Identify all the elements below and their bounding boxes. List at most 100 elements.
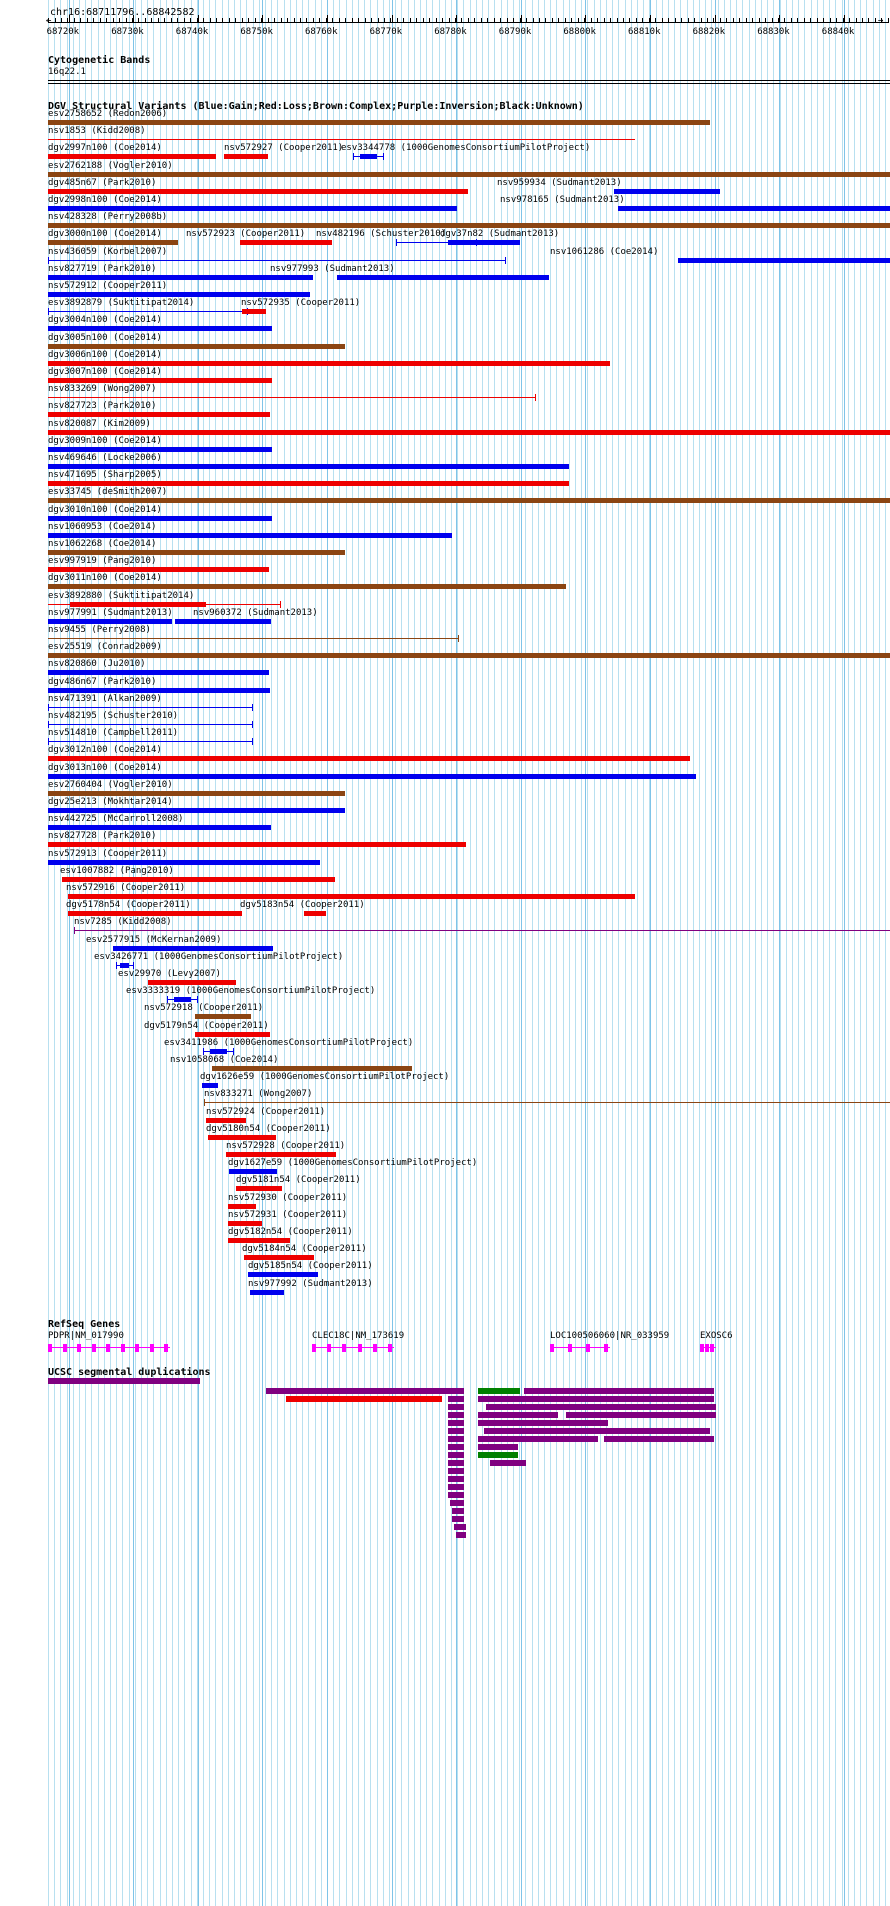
variant-bar[interactable] <box>48 171 890 177</box>
segdup-block[interactable] <box>604 1436 714 1442</box>
variant-bar[interactable] <box>618 206 890 211</box>
variant-label[interactable]: esv29970 (Levy2007) <box>118 969 221 979</box>
segdup-block[interactable] <box>478 1396 714 1402</box>
variant-label[interactable]: nsv9455 (Perry2008) <box>48 625 151 635</box>
variant-label[interactable]: esv1007882 (Pang2010) <box>60 865 174 876</box>
variant-bar[interactable] <box>48 481 569 487</box>
segdup-block[interactable] <box>448 1444 464 1450</box>
variant-label[interactable]: nsv1062268 (Coe2014) <box>48 539 157 549</box>
segdup-block[interactable] <box>448 1484 464 1490</box>
variant-bar[interactable] <box>48 188 468 194</box>
variant-label[interactable]: dgv37n82 (Sudmant2013) <box>440 229 560 240</box>
variant-bar[interactable] <box>48 790 345 796</box>
variant-bar[interactable] <box>228 1203 256 1209</box>
variant-label[interactable]: nsv960372 (Sudmant2013) <box>193 607 318 618</box>
variant-bar[interactable] <box>48 842 466 848</box>
variant-bar[interactable] <box>448 240 520 246</box>
variant-bar[interactable] <box>174 997 191 1003</box>
variant-label[interactable]: dgv5182n54 (Cooper2011) <box>228 1227 353 1237</box>
variant-bar[interactable] <box>48 429 890 435</box>
variant-bar[interactable] <box>678 257 890 263</box>
variant-label[interactable]: nsv572924 (Cooper2011) <box>206 1106 326 1117</box>
variant-line[interactable] <box>48 139 635 141</box>
variant-label[interactable]: nsv572927 (Cooper2011) <box>224 143 344 154</box>
variant-bar[interactable] <box>48 687 270 693</box>
variant-bar[interactable] <box>210 1048 227 1054</box>
segdup-block[interactable] <box>490 1460 526 1466</box>
variant-label[interactable]: nsv978165 (Sudmant2013) <box>500 195 625 205</box>
segdup-block[interactable] <box>448 1412 464 1418</box>
variant-bar[interactable] <box>48 498 890 504</box>
variant-line[interactable] <box>74 930 890 932</box>
segdup-block[interactable] <box>48 1378 200 1384</box>
variant-label[interactable]: dgv3004n100 (Coe2014) <box>48 315 162 326</box>
variant-bar[interactable] <box>48 223 890 229</box>
variant-label[interactable]: esv2577915 (McKernan2009) <box>86 934 222 945</box>
variant-bar[interactable] <box>240 240 332 246</box>
segdup-block[interactable] <box>454 1524 466 1530</box>
gene-exon[interactable] <box>312 1344 316 1352</box>
variant-bar[interactable] <box>68 911 242 917</box>
variant-bar[interactable] <box>48 240 178 246</box>
variant-label[interactable]: nsv471391 (Alkan2009) <box>48 693 162 704</box>
gene-exon[interactable] <box>550 1344 554 1352</box>
variant-bar[interactable] <box>48 206 457 211</box>
variant-label[interactable]: dgv5178n54 (Cooper2011) <box>66 900 191 911</box>
gene-exon[interactable] <box>77 1344 81 1352</box>
variant-label[interactable]: nsv7285 (Kidd2008) <box>74 917 172 928</box>
variant-bar[interactable] <box>48 808 345 813</box>
variant-bar[interactable] <box>244 1255 314 1261</box>
variant-bar[interactable] <box>228 1238 290 1243</box>
variant-line[interactable] <box>48 397 535 399</box>
segdup-block[interactable] <box>478 1452 518 1458</box>
gene-exon[interactable] <box>150 1344 154 1352</box>
variant-label[interactable]: dgv1626e59 (1000GenomesConsortiumPilotPr… <box>200 1072 450 1083</box>
variant-label[interactable]: nsv572923 (Cooper2011) <box>186 229 306 240</box>
variant-label[interactable]: dgv3011n100 (Coe2014) <box>48 573 162 584</box>
variant-bar[interactable] <box>68 894 635 899</box>
gene-exon[interactable] <box>700 1344 704 1352</box>
variant-bar[interactable] <box>195 1031 270 1037</box>
segdup-block[interactable] <box>478 1388 520 1394</box>
variant-label[interactable]: nsv1061286 (Coe2014) <box>550 246 659 257</box>
variant-bar[interactable] <box>48 618 172 624</box>
variant-label[interactable]: nsv1853 (Kidd2008) <box>48 126 146 137</box>
variant-label[interactable]: nsv827719 (Park2010) <box>48 263 157 274</box>
segdup-block[interactable] <box>448 1420 464 1426</box>
variant-label[interactable]: nsv572918 (Cooper2011) <box>144 1003 264 1014</box>
segdup-block[interactable] <box>450 1500 464 1506</box>
variant-label[interactable]: nsv1060953 (Coe2014) <box>48 521 157 532</box>
gene-exon[interactable] <box>358 1344 362 1352</box>
segdup-block[interactable] <box>524 1388 714 1394</box>
variant-bar[interactable] <box>248 1272 318 1278</box>
segdup-block[interactable] <box>448 1436 464 1442</box>
variant-label[interactable]: dgv2998n100 (Coe2014) <box>48 195 162 205</box>
segdup-block[interactable] <box>448 1452 464 1458</box>
variant-bar[interactable] <box>224 154 268 160</box>
variant-label[interactable]: dgv485n67 (Park2010) <box>48 177 157 188</box>
variant-label[interactable]: dgv3005n100 (Coe2014) <box>48 332 162 343</box>
variant-bar[interactable] <box>48 343 345 349</box>
variant-bar[interactable] <box>48 773 696 779</box>
variant-label[interactable]: dgv2997n100 (Coe2014) <box>48 143 162 154</box>
segdup-block[interactable] <box>478 1420 608 1426</box>
variant-bar[interactable] <box>48 326 272 332</box>
variant-bar[interactable] <box>48 154 216 160</box>
variant-bar[interactable] <box>206 1117 246 1123</box>
variant-bar[interactable] <box>48 360 610 366</box>
segdup-block[interactable] <box>478 1412 558 1418</box>
variant-label[interactable]: nsv833269 (Wong2007) <box>48 384 157 395</box>
variant-label[interactable]: esv3344778 (1000GenomesConsortiumPilotPr… <box>341 143 591 154</box>
variant-line[interactable] <box>204 1102 890 1104</box>
gene-exon[interactable] <box>586 1344 590 1352</box>
variant-bar[interactable] <box>208 1134 276 1140</box>
gene-exon[interactable] <box>135 1344 139 1352</box>
variant-line[interactable] <box>396 242 476 244</box>
variant-label[interactable]: dgv3010n100 (Coe2014) <box>48 504 162 515</box>
gene-exon[interactable] <box>92 1344 96 1352</box>
variant-line[interactable] <box>48 724 252 725</box>
gene-exon[interactable] <box>327 1344 331 1352</box>
segdup-block[interactable] <box>478 1436 598 1442</box>
segdup-block[interactable] <box>456 1532 466 1538</box>
variant-bar[interactable] <box>48 567 269 573</box>
